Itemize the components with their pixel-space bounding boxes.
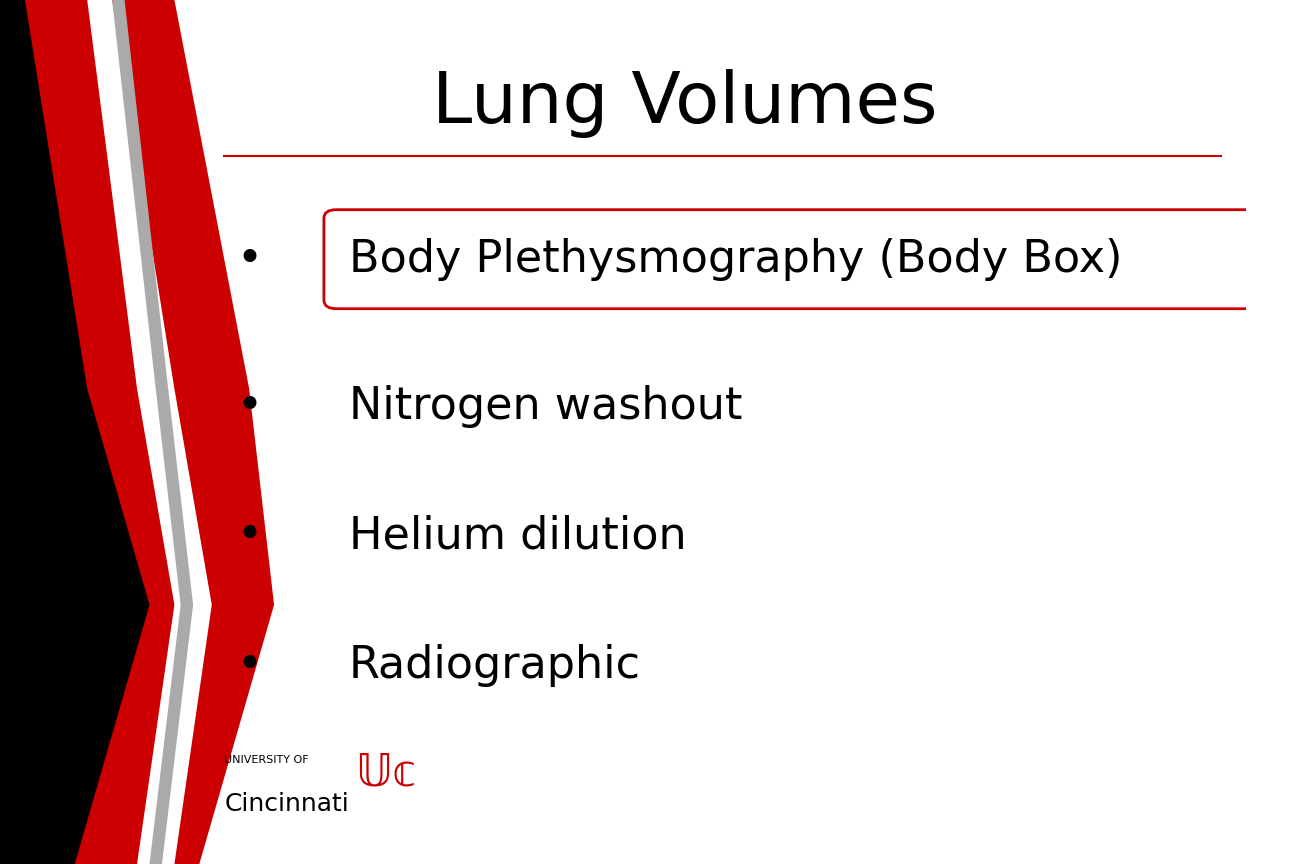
Text: Lung Volumes: Lung Volumes — [433, 69, 938, 138]
Polygon shape — [113, 0, 193, 864]
Text: 𝕌𝕔: 𝕌𝕔 — [355, 752, 417, 795]
Text: •: • — [236, 238, 262, 281]
Polygon shape — [87, 0, 211, 864]
Text: Nitrogen washout: Nitrogen washout — [349, 384, 743, 428]
Polygon shape — [25, 0, 273, 864]
Text: Body Plethysmography (Body Box): Body Plethysmography (Body Box) — [349, 238, 1122, 281]
Text: Helium dilution: Helium dilution — [349, 514, 687, 557]
Text: •: • — [236, 384, 262, 428]
Polygon shape — [0, 0, 224, 864]
Text: Radiographic: Radiographic — [349, 644, 640, 687]
Text: •: • — [236, 644, 262, 687]
Text: Cincinnati: Cincinnati — [224, 791, 349, 816]
Text: UNIVERSITY OF: UNIVERSITY OF — [224, 755, 308, 766]
Text: •: • — [236, 514, 262, 557]
